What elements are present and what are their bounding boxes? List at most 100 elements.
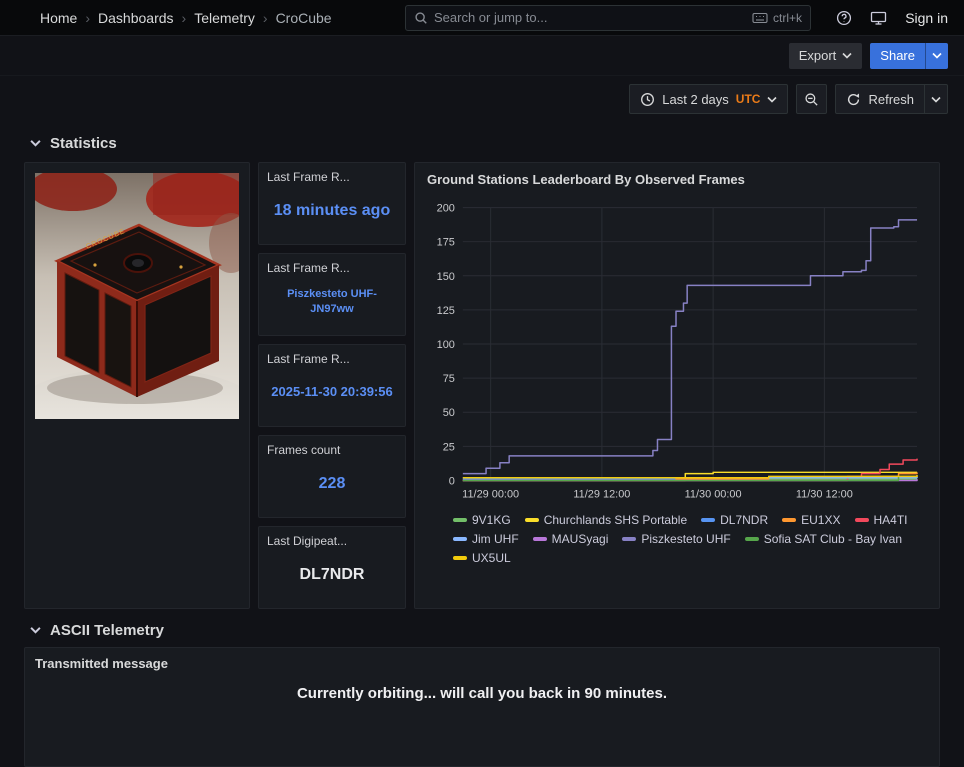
legend-item[interactable]: Jim UHF xyxy=(453,532,519,546)
refresh-button[interactable]: Refresh xyxy=(835,84,925,114)
breadcrumb-telemetry[interactable]: Telemetry xyxy=(194,9,255,26)
legend-label: Sofia SAT Club - Bay Ivan xyxy=(763,532,903,546)
stat-value: DL7NDR xyxy=(299,565,365,583)
shortcut-text: ctrl+k xyxy=(772,10,802,25)
legend-label: EU1XX xyxy=(801,513,841,527)
breadcrumb: Home › Dashboards › Telemetry › CroCube xyxy=(40,10,332,26)
legend-item[interactable]: HA4TI xyxy=(854,513,908,527)
share-button[interactable]: Share xyxy=(870,42,925,69)
zoom-out-icon xyxy=(804,92,819,107)
axis-tick-label: 11/30 12:00 xyxy=(796,488,853,500)
export-label: Export xyxy=(798,48,837,63)
section-ascii-title: ASCII Telemetry xyxy=(50,621,164,639)
stat-title: Last Frame R... xyxy=(267,170,350,184)
legend-swatch xyxy=(453,556,467,560)
help-button[interactable] xyxy=(836,10,852,26)
dashboard-toolbar: Export Share xyxy=(0,36,964,76)
stat-last-frame-received: Last Frame R... 18 minutes ago xyxy=(258,162,406,245)
axis-tick-label: 25 xyxy=(443,441,455,453)
legend-label: HA4TI xyxy=(873,513,908,527)
crocube-photo: CROCUBE xyxy=(35,173,239,419)
leaderboard-chart[interactable]: 0 25 50 75 100 125 150 175 200 11/29 00:00 11/29 1… xyxy=(427,193,927,509)
legend-swatch xyxy=(524,518,539,522)
chevron-down-icon xyxy=(30,139,41,147)
legend-label: UX5UL xyxy=(472,551,511,565)
refresh-label: Refresh xyxy=(868,91,914,107)
legend-label: Jim UHF xyxy=(472,532,519,546)
stat-title: Last Frame R... xyxy=(267,352,350,366)
refresh-interval-button[interactable] xyxy=(925,84,948,114)
refresh-icon xyxy=(846,92,861,107)
legend-swatch xyxy=(622,537,637,541)
legend-item[interactable]: Piszkesteto UHF xyxy=(622,532,731,546)
axis-tick-label: 200 xyxy=(437,203,455,215)
chevron-down-icon xyxy=(931,96,941,103)
breadcrumb-crocube[interactable]: CroCube xyxy=(275,9,332,26)
axis-tick-label: 50 xyxy=(443,407,455,419)
axis-tick-label: 11/30 00:00 xyxy=(685,488,742,500)
leaderboard-chart-svg[interactable]: 0 25 50 75 100 125 150 175 200 11/29 00:00 11/29 1… xyxy=(427,193,927,509)
time-range-label: Last 2 days xyxy=(662,91,729,107)
stat-last-frame-time: Last Frame R... 2025-11-30 20:39:56 xyxy=(258,344,406,427)
breadcrumb-separator: › xyxy=(85,9,91,26)
section-statistics-title: Statistics xyxy=(50,134,117,152)
series-line xyxy=(462,219,918,475)
legend-item[interactable]: EU1XX xyxy=(782,513,841,527)
legend-item[interactable]: MAUSyagi xyxy=(532,532,609,546)
axis-tick-label: 75 xyxy=(443,373,455,385)
stat-title: Last Frame R... xyxy=(267,261,350,275)
stat-value[interactable]: 2025-11-30 20:39:56 xyxy=(271,384,393,400)
share-menu-button[interactable] xyxy=(925,42,948,69)
chart-legend: 9V1KG Churchlands SHS Portable DL7NDR EU1XX… xyxy=(427,513,927,565)
monitor-icon-button[interactable] xyxy=(870,10,887,26)
axis-tick-label: 175 xyxy=(437,237,455,249)
legend-item[interactable]: 9V1KG xyxy=(453,513,511,527)
stat-value[interactable]: 228 xyxy=(318,474,346,492)
axis-tick-label: 0 xyxy=(449,475,455,487)
chart-title: Ground Stations Leaderboard By Observed … xyxy=(427,172,745,187)
legend-swatch xyxy=(701,518,716,522)
search-box[interactable]: ctrl+k xyxy=(405,4,811,31)
legend-item[interactable]: Churchlands SHS Portable xyxy=(524,513,688,527)
legend-label: Piszkesteto UHF xyxy=(641,532,731,546)
axis-tick-label: 100 xyxy=(437,339,455,351)
top-nav: Home › Dashboards › Telemetry › CroCube … xyxy=(0,0,964,36)
message-panel-title: Transmitted message xyxy=(35,656,168,671)
time-controls: Last 2 days UTC Refresh xyxy=(0,76,964,122)
stat-value[interactable]: Piszkesteto UHF-JN97ww xyxy=(287,287,377,315)
legend-label: DL7NDR xyxy=(720,513,769,527)
breadcrumb-home[interactable]: Home xyxy=(40,9,78,26)
breadcrumb-separator: › xyxy=(181,9,187,26)
legend-label: Churchlands SHS Portable xyxy=(543,513,688,527)
search-input[interactable] xyxy=(434,10,746,25)
stat-last-digipeater: Last Digipeat... DL7NDR xyxy=(258,526,406,609)
legend-item[interactable]: Sofia SAT Club - Bay Ivan xyxy=(744,532,903,546)
clock-icon xyxy=(640,92,655,107)
axis-tick-label: 11/29 12:00 xyxy=(573,488,630,500)
legend-item[interactable]: DL7NDR xyxy=(701,513,768,527)
stat-frames-count: Frames count 228 xyxy=(258,435,406,518)
refresh-group: Refresh xyxy=(835,84,948,114)
statistics-panels: CROCUBE Last Frame R... 18 minutes ago L… xyxy=(24,162,940,609)
export-button[interactable]: Export xyxy=(788,42,863,69)
zoom-out-button[interactable] xyxy=(796,84,828,114)
section-statistics[interactable]: Statistics xyxy=(0,128,964,158)
stat-panels-column: Last Frame R... 18 minutes ago Last Fram… xyxy=(258,162,406,609)
section-ascii-telemetry[interactable]: ASCII Telemetry xyxy=(0,615,964,645)
breadcrumb-dashboards[interactable]: Dashboards xyxy=(98,9,174,26)
axis-tick-label: 125 xyxy=(437,305,455,317)
sign-in-button[interactable]: Sign in xyxy=(905,9,948,26)
axis-tick-label: 11/29 00:00 xyxy=(462,488,519,500)
share-group: Share xyxy=(870,42,948,69)
legend-swatch xyxy=(453,537,467,541)
leaderboard-panel: Ground Stations Leaderboard By Observed … xyxy=(414,162,940,609)
legend-item[interactable]: UX5UL xyxy=(453,551,511,565)
time-range-picker[interactable]: Last 2 days UTC xyxy=(629,84,789,114)
stat-title: Last Digipeat... xyxy=(267,534,348,548)
chevron-down-icon xyxy=(842,52,852,59)
legend-label: MAUSyagi xyxy=(551,532,609,546)
stat-value[interactable]: 18 minutes ago xyxy=(273,201,391,219)
breadcrumb-separator: › xyxy=(262,9,268,26)
chevron-down-icon xyxy=(932,52,942,59)
legend-swatch xyxy=(532,537,547,541)
